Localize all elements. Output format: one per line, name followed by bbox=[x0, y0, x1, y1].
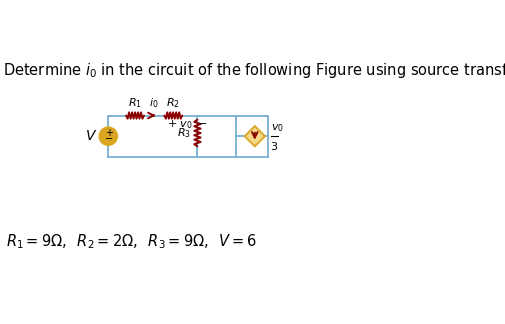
Text: $R_3$: $R_3$ bbox=[177, 126, 191, 140]
Text: $V$: $V$ bbox=[84, 129, 97, 143]
Text: $v_0$: $v_0$ bbox=[271, 122, 284, 134]
Text: −: − bbox=[105, 134, 113, 145]
Text: +: + bbox=[105, 128, 113, 138]
Circle shape bbox=[99, 127, 117, 145]
Text: $R_1 = 9\Omega,\;\; R_2 = 2\Omega,\;\; R_3 = 9\Omega,\;\; V = 6$: $R_1 = 9\Omega,\;\; R_2 = 2\Omega,\;\; R… bbox=[7, 233, 258, 251]
Text: $i_0$: $i_0$ bbox=[149, 96, 159, 110]
Text: $+\ v_0\ -$: $+\ v_0\ -$ bbox=[167, 118, 207, 131]
Polygon shape bbox=[244, 126, 265, 146]
Text: $R_1$: $R_1$ bbox=[128, 96, 142, 110]
Text: Determine $i_0$ in the circuit of the following Figure using source transformati: Determine $i_0$ in the circuit of the fo… bbox=[3, 61, 505, 80]
Text: $3$: $3$ bbox=[271, 140, 279, 152]
Text: $R_2$: $R_2$ bbox=[166, 96, 180, 110]
